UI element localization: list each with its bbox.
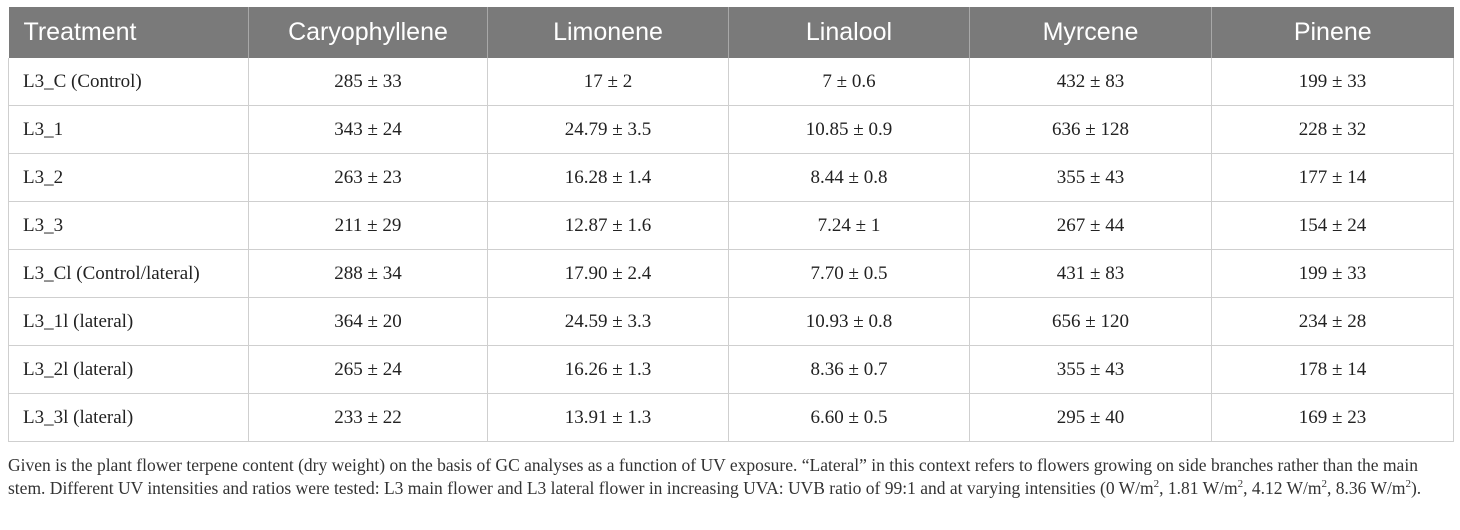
- column-header-myrcene: Myrcene: [970, 7, 1212, 58]
- value-cell: 211 ± 29: [249, 202, 488, 250]
- treatment-cell: L3_2l (lateral): [9, 346, 249, 394]
- value-cell: 24.79 ± 3.5: [488, 106, 729, 154]
- value-cell: 7 ± 0.6: [729, 58, 970, 106]
- value-cell: 263 ± 23: [249, 154, 488, 202]
- caption-separator: ,: [1159, 478, 1168, 498]
- table-row: L3_Cl (Control/lateral) 288 ± 34 17.90 ± 2…: [9, 250, 1454, 298]
- terpene-table: Treatment Caryophyllene Limonene Linalool My…: [8, 7, 1454, 442]
- value-cell: 6.60 ± 0.5: [729, 394, 970, 442]
- caption-intensity-2: 4.12 W/m: [1252, 478, 1322, 498]
- column-header-caryophyllene: Caryophyllene: [249, 7, 488, 58]
- value-cell: 13.91 ± 1.3: [488, 394, 729, 442]
- table-header-row: Treatment Caryophyllene Limonene Linalool My…: [9, 7, 1454, 58]
- column-header-treatment: Treatment: [9, 7, 249, 58]
- value-cell: 10.93 ± 0.8: [729, 298, 970, 346]
- value-cell: 364 ± 20: [249, 298, 488, 346]
- value-cell: 432 ± 83: [970, 58, 1212, 106]
- value-cell: 355 ± 43: [970, 346, 1212, 394]
- column-header-pinene: Pinene: [1212, 7, 1454, 58]
- value-cell: 288 ± 34: [249, 250, 488, 298]
- value-cell: 656 ± 120: [970, 298, 1212, 346]
- value-cell: 177 ± 14: [1212, 154, 1454, 202]
- table-row: L3_1 343 ± 24 24.79 ± 3.5 10.85 ± 0.9 636 ± …: [9, 106, 1454, 154]
- treatment-cell: L3_3l (lateral): [9, 394, 249, 442]
- table-row: L3_2l (lateral) 265 ± 24 16.26 ± 1.3 8.36 ±…: [9, 346, 1454, 394]
- value-cell: 233 ± 22: [249, 394, 488, 442]
- column-header-limonene: Limonene: [488, 7, 729, 58]
- caption-separator: ,: [1327, 478, 1336, 498]
- table-caption: Given is the plant flower terpene conten…: [8, 454, 1454, 500]
- value-cell: 343 ± 24: [249, 106, 488, 154]
- value-cell: 8.36 ± 0.7: [729, 346, 970, 394]
- treatment-cell: L3_C (Control): [9, 58, 249, 106]
- value-cell: 199 ± 33: [1212, 58, 1454, 106]
- treatment-cell: L3_3: [9, 202, 249, 250]
- value-cell: 17.90 ± 2.4: [488, 250, 729, 298]
- table-row: L3_1l (lateral) 364 ± 20 24.59 ± 3.3 10.93 …: [9, 298, 1454, 346]
- value-cell: 234 ± 28: [1212, 298, 1454, 346]
- treatment-cell: L3_2: [9, 154, 249, 202]
- value-cell: 169 ± 23: [1212, 394, 1454, 442]
- value-cell: 24.59 ± 3.3: [488, 298, 729, 346]
- value-cell: 7.24 ± 1: [729, 202, 970, 250]
- caption-intensity-0: 0 W/m: [1106, 478, 1154, 498]
- value-cell: 10.85 ± 0.9: [729, 106, 970, 154]
- treatment-cell: L3_1l (lateral): [9, 298, 249, 346]
- value-cell: 295 ± 40: [970, 394, 1212, 442]
- value-cell: 431 ± 83: [970, 250, 1212, 298]
- value-cell: 285 ± 33: [249, 58, 488, 106]
- value-cell: 636 ± 128: [970, 106, 1212, 154]
- value-cell: 267 ± 44: [970, 202, 1212, 250]
- value-cell: 199 ± 33: [1212, 250, 1454, 298]
- caption-separator: ,: [1243, 478, 1252, 498]
- value-cell: 228 ± 32: [1212, 106, 1454, 154]
- table-row: L3_3 211 ± 29 12.87 ± 1.6 7.24 ± 1 267 ± 44 1…: [9, 202, 1454, 250]
- table-container: Treatment Caryophyllene Limonene Linalool My…: [8, 7, 1453, 442]
- value-cell: 265 ± 24: [249, 346, 488, 394]
- value-cell: 7.70 ± 0.5: [729, 250, 970, 298]
- caption-intensity-1: 1.81 W/m: [1168, 478, 1238, 498]
- value-cell: 178 ± 14: [1212, 346, 1454, 394]
- caption-intensity-3: 8.36 W/m: [1336, 478, 1406, 498]
- treatment-cell: L3_1: [9, 106, 249, 154]
- column-header-linalool: Linalool: [729, 7, 970, 58]
- value-cell: 16.26 ± 1.3: [488, 346, 729, 394]
- value-cell: 355 ± 43: [970, 154, 1212, 202]
- value-cell: 8.44 ± 0.8: [729, 154, 970, 202]
- table-row: L3_3l (lateral) 233 ± 22 13.91 ± 1.3 6.60 ±…: [9, 394, 1454, 442]
- value-cell: 154 ± 24: [1212, 202, 1454, 250]
- value-cell: 12.87 ± 1.6: [488, 202, 729, 250]
- value-cell: 16.28 ± 1.4: [488, 154, 729, 202]
- caption-closing: ).: [1411, 478, 1421, 498]
- value-cell: 17 ± 2: [488, 58, 729, 106]
- table-row: L3_2 263 ± 23 16.28 ± 1.4 8.44 ± 0.8 355 ± 4…: [9, 154, 1454, 202]
- treatment-cell: L3_Cl (Control/lateral): [9, 250, 249, 298]
